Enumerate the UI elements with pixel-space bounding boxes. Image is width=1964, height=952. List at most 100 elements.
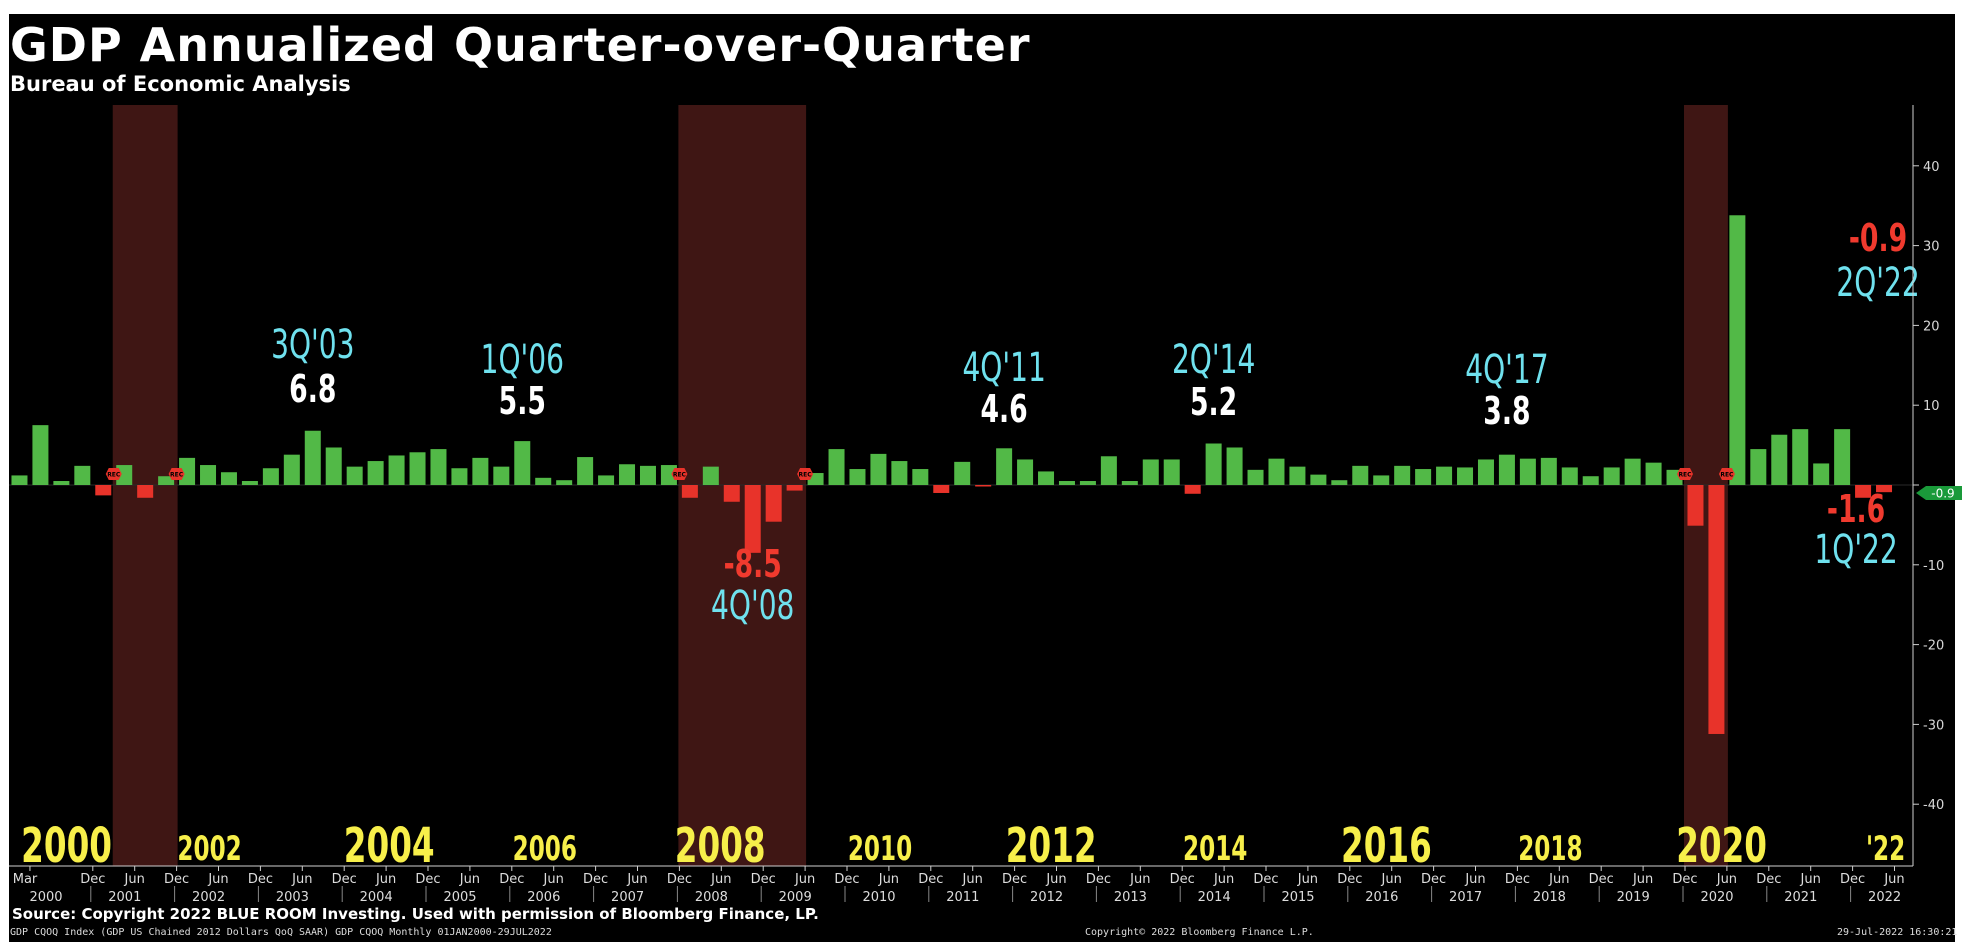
index-info: GDP CQOQ Index (GDP US Chained 2012 Doll…: [10, 927, 552, 938]
bar: [388, 455, 405, 485]
bar: [158, 476, 175, 485]
x-year-label: 2022: [1868, 890, 1901, 905]
x-tick-label: Dec: [834, 872, 859, 887]
bar: [451, 468, 468, 485]
bar: [1394, 465, 1411, 485]
year-label: '22: [1866, 828, 1905, 868]
annotation-quarter: 1Q'06: [481, 337, 564, 383]
bar: [1205, 443, 1222, 485]
bar: [493, 466, 510, 485]
bar: [1079, 481, 1096, 485]
year-label: 2018: [1518, 828, 1582, 868]
bar: [262, 468, 279, 485]
y-axis: 40 30 20 10 -10 -20 -30 -40 -0.9: [1912, 105, 1962, 866]
annotation: 4Q'173.8: [1465, 347, 1548, 434]
x-tick-label: Jun: [291, 872, 312, 887]
x-tick-label: Jun: [1129, 872, 1150, 887]
bar: [1708, 485, 1725, 734]
rec-marker: REC: [797, 468, 814, 480]
bar: [1792, 429, 1809, 485]
rec-marker-label: REC: [1678, 472, 1692, 479]
annotation: 3Q'036.8: [271, 322, 354, 412]
bar: [11, 475, 28, 485]
x-tick-label: Dec: [248, 872, 273, 887]
annotation-value: 3.8: [1483, 389, 1530, 434]
source-note: Source: Copyright 2022 BLUE ROOM Investi…: [12, 905, 819, 923]
bar: [1645, 462, 1662, 485]
bar: [1247, 469, 1264, 485]
x-year-label: 2008: [695, 890, 728, 905]
bar: [1017, 459, 1034, 485]
annotation: 1Q'22-1.6: [1814, 487, 1897, 573]
x-tick-label: Dec: [1421, 872, 1446, 887]
x-tick-label: Jun: [1800, 872, 1821, 887]
rec-marker: REC: [1677, 468, 1693, 480]
bar: [74, 465, 91, 485]
bar: [283, 454, 300, 485]
bar: [912, 469, 929, 485]
bar: [1121, 481, 1138, 485]
annotations: 3Q'036.81Q'065.54Q'08-8.54Q'114.62Q'145.…: [271, 216, 1920, 629]
rec-marker-shape: [1718, 468, 1735, 480]
year-label: 2014: [1183, 828, 1247, 868]
bar: [577, 457, 594, 485]
bar: [1813, 463, 1830, 485]
x-tick-label: Dec: [918, 872, 943, 887]
rec-marker-shape: [168, 468, 185, 480]
bar: [1184, 485, 1201, 494]
bar: [660, 465, 677, 485]
x-year-label: 2010: [862, 890, 895, 905]
y-tick-label: -40: [1923, 798, 1944, 813]
annotation-value: -1.6: [1827, 487, 1885, 532]
x-tick-label: Jun: [626, 872, 647, 887]
x-tick-label: Dec: [1505, 872, 1530, 887]
bar: [53, 481, 70, 485]
x-tick-label: Jun: [1045, 872, 1066, 887]
bar: [996, 448, 1013, 485]
bar: [1855, 485, 1872, 498]
bar: [116, 465, 133, 485]
bar: [1540, 457, 1557, 485]
y-tick-label: 30: [1923, 240, 1940, 255]
x-year-label: 2012: [1030, 890, 1063, 905]
bar: [325, 447, 342, 485]
x-tick-label: Dec: [1253, 872, 1278, 887]
annotation-value: -0.9: [1849, 216, 1907, 261]
bar: [1058, 481, 1075, 485]
y-tick-label: 20: [1923, 319, 1940, 334]
rec-marker: REC: [105, 468, 122, 480]
annotation: 4Q'114.6: [962, 345, 1045, 432]
rec-marker-shape: [1677, 468, 1693, 480]
big-year-labels: 2000 2002 2004 2006 2008 2010 2012 2014 2016 2018…: [21, 818, 1905, 874]
bar: [409, 452, 426, 485]
x-tick-label: Jun: [543, 872, 564, 887]
bar: [1729, 215, 1746, 485]
rec-marker-label: REC: [107, 472, 121, 479]
annotation: 1Q'065.5: [481, 337, 564, 424]
bar: [1498, 454, 1515, 485]
bar: [975, 485, 992, 487]
x-year-label: 2017: [1449, 890, 1482, 905]
bar: [849, 469, 866, 485]
bar: [954, 461, 971, 485]
bar: [681, 485, 698, 498]
y-tick-label: -30: [1923, 718, 1944, 733]
rec-marker-label: REC: [1720, 472, 1734, 479]
y-tick-label: -10: [1923, 559, 1944, 574]
bar: [1373, 475, 1390, 485]
x-tick-label: Jun: [375, 872, 396, 887]
x-year-label: 2016: [1365, 890, 1398, 905]
bar: [1142, 459, 1159, 485]
bar: [367, 461, 384, 485]
rec-marker: REC: [671, 468, 688, 480]
year-label: 2008: [675, 818, 766, 874]
bar: [1457, 467, 1474, 485]
year-label: 2004: [344, 818, 435, 874]
bar: [1310, 474, 1327, 485]
x-tick-label: Dec: [583, 872, 608, 887]
bar: [1603, 467, 1620, 485]
x-tick-label: Jun: [1716, 872, 1737, 887]
rec-marker: REC: [168, 468, 185, 480]
bar: [304, 430, 321, 485]
